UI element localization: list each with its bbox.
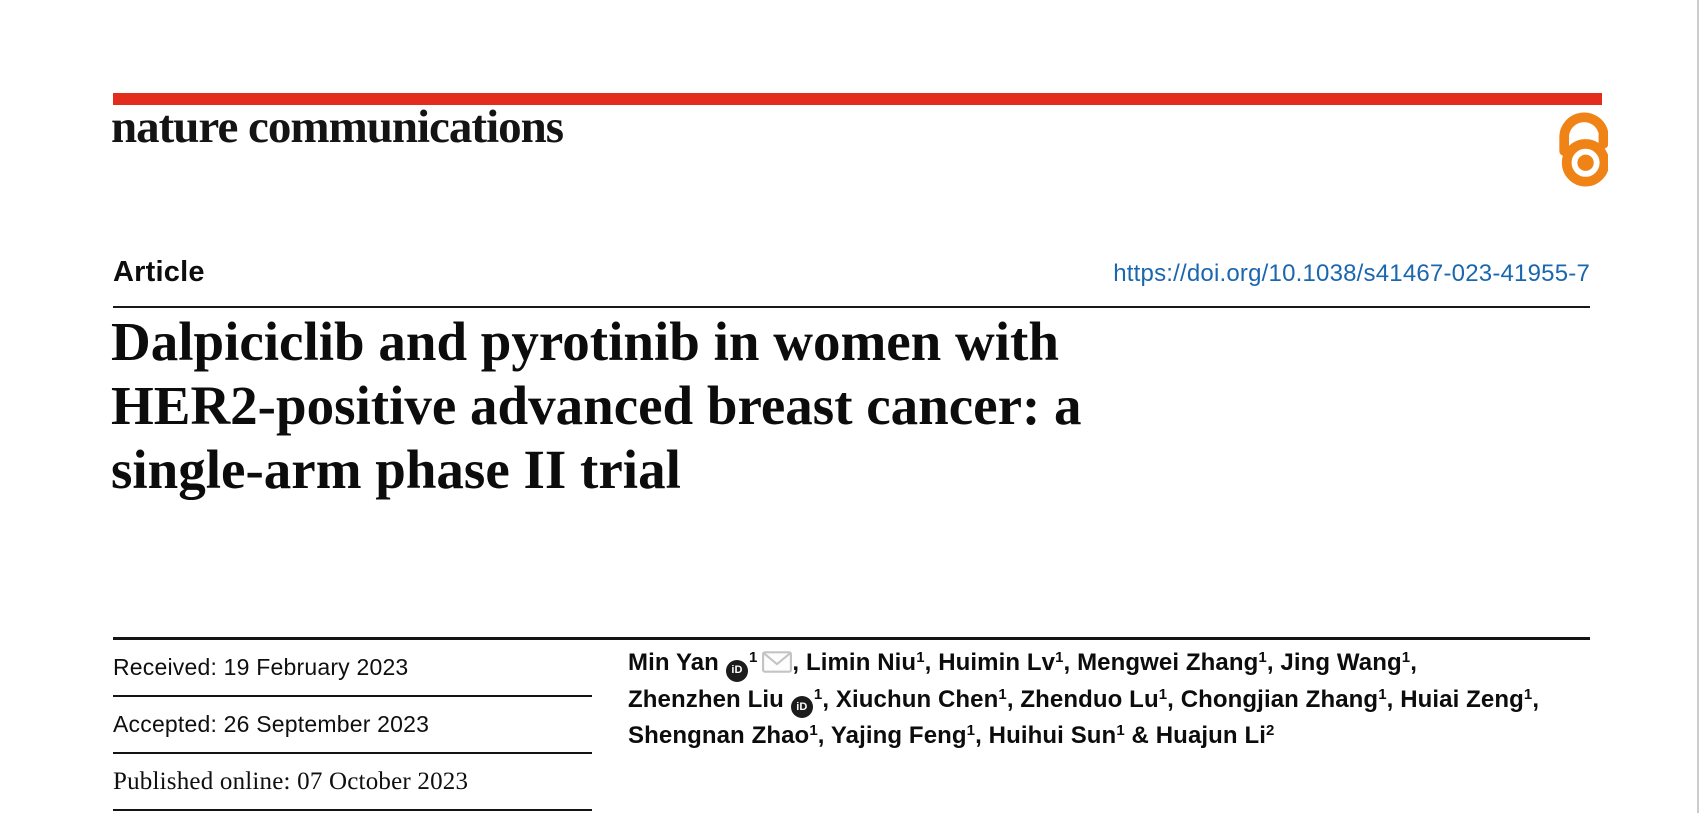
author-separator: & <box>1124 722 1156 749</box>
journal-logo: nature communications <box>111 101 564 153</box>
author-name: Shengnan Zhao <box>628 722 810 749</box>
author-separator: , <box>1386 685 1401 713</box>
affiliation-superscript: 1 <box>1116 722 1125 739</box>
author-name: Zhenduo Lu <box>1020 685 1159 713</box>
page-boundary-line <box>1697 0 1699 813</box>
author-separator: , <box>1006 685 1021 713</box>
author-name: Yajing Feng <box>830 722 967 749</box>
affiliation-superscript: 1 <box>916 649 925 666</box>
author-name: Mengwei Zhang <box>1077 649 1259 676</box>
received-date: Received: 19 February 2023 <box>113 640 592 697</box>
affiliation-superscript: 1 <box>809 722 818 739</box>
author-separator: , <box>1410 649 1417 676</box>
affiliation-superscript: 1 <box>966 722 976 739</box>
author-name: Huihui Sun <box>988 722 1117 749</box>
author-separator: , <box>975 722 989 749</box>
affiliation-superscript: 1 <box>1523 685 1533 703</box>
paper-title-line: Dalpiciclib and pyrotinib in women with <box>111 311 1059 372</box>
paper-title-line: HER2-positive advanced breast cancer: a <box>111 375 1082 436</box>
affiliation-superscript: 1 <box>813 685 823 703</box>
author-list: Min Yan iD1, Limin Niu1, Huimin Lv1, Meng… <box>628 645 1539 753</box>
affiliation-superscript: 1 <box>1378 685 1387 703</box>
author-separator: , <box>1167 685 1181 713</box>
envelope-icon[interactable] <box>762 651 793 673</box>
orcid-icon[interactable]: iD <box>790 696 813 718</box>
author-line: Min Yan iD1, Limin Niu1, Huimin Lv1, Meng… <box>628 645 1508 682</box>
author-separator: , <box>1532 685 1540 713</box>
affiliation-superscript: 2 <box>1265 722 1275 739</box>
affiliation-superscript: 1 <box>998 685 1007 703</box>
author-name: Min Yan <box>628 649 719 676</box>
author-name: Huajun Li <box>1155 722 1266 749</box>
author-separator: , <box>1063 649 1078 676</box>
author-name: Zhenzhen Liu <box>628 685 784 713</box>
accepted-date: Accepted: 26 September 2023 <box>113 697 592 754</box>
author-separator: , <box>1266 649 1281 676</box>
orcid-icon[interactable]: iD <box>725 659 748 682</box>
paper-title: Dalpiciclib and pyrotinib in women with … <box>111 310 1461 502</box>
author-separator: , <box>817 722 831 749</box>
author-name: Huimin Lv <box>938 649 1056 676</box>
author-separator: , <box>792 649 806 676</box>
paper-title-line: single-arm phase II trial <box>111 439 681 500</box>
affiliation-superscript: 1 <box>1258 649 1267 666</box>
affiliation-superscript: 1 <box>1401 649 1411 666</box>
open-access-icon <box>1559 112 1608 187</box>
affiliation-superscript: 1 <box>1055 649 1064 666</box>
header-divider-rule <box>113 306 1590 308</box>
author-name: Limin Niu <box>805 649 917 676</box>
article-header-row: Article https://doi.org/10.1038/s41467-0… <box>113 256 1590 289</box>
author-line: Zhenzhen Liu iD1, Xiuchun Chen1, Zhenduo … <box>628 682 1539 718</box>
author-name: Chongjian Zhang <box>1180 685 1379 713</box>
doi-link[interactable]: https://doi.org/10.1038/s41467-023-41955… <box>1113 260 1590 287</box>
author-name: Xiuchun Chen <box>835 685 999 713</box>
affiliation-superscript: 1 <box>748 649 758 666</box>
published-online-date: Published online: 07 October 2023 <box>113 754 592 811</box>
affiliation-superscript: 1 <box>1158 685 1168 703</box>
author-name: Jing Wang <box>1280 649 1402 676</box>
author-line: Shengnan Zhao1, Yajing Feng1, Huihui Sun… <box>628 718 1508 753</box>
author-separator: , <box>822 685 836 713</box>
article-type-label: Article <box>113 256 205 288</box>
article-history: Received: 19 February 2023 Accepted: 26 … <box>113 640 592 811</box>
journal-accent-bar <box>113 93 1602 105</box>
title-block-divider-rule <box>113 637 1590 640</box>
author-separator: , <box>924 649 939 676</box>
author-name: Huiai Zeng <box>1400 685 1524 713</box>
